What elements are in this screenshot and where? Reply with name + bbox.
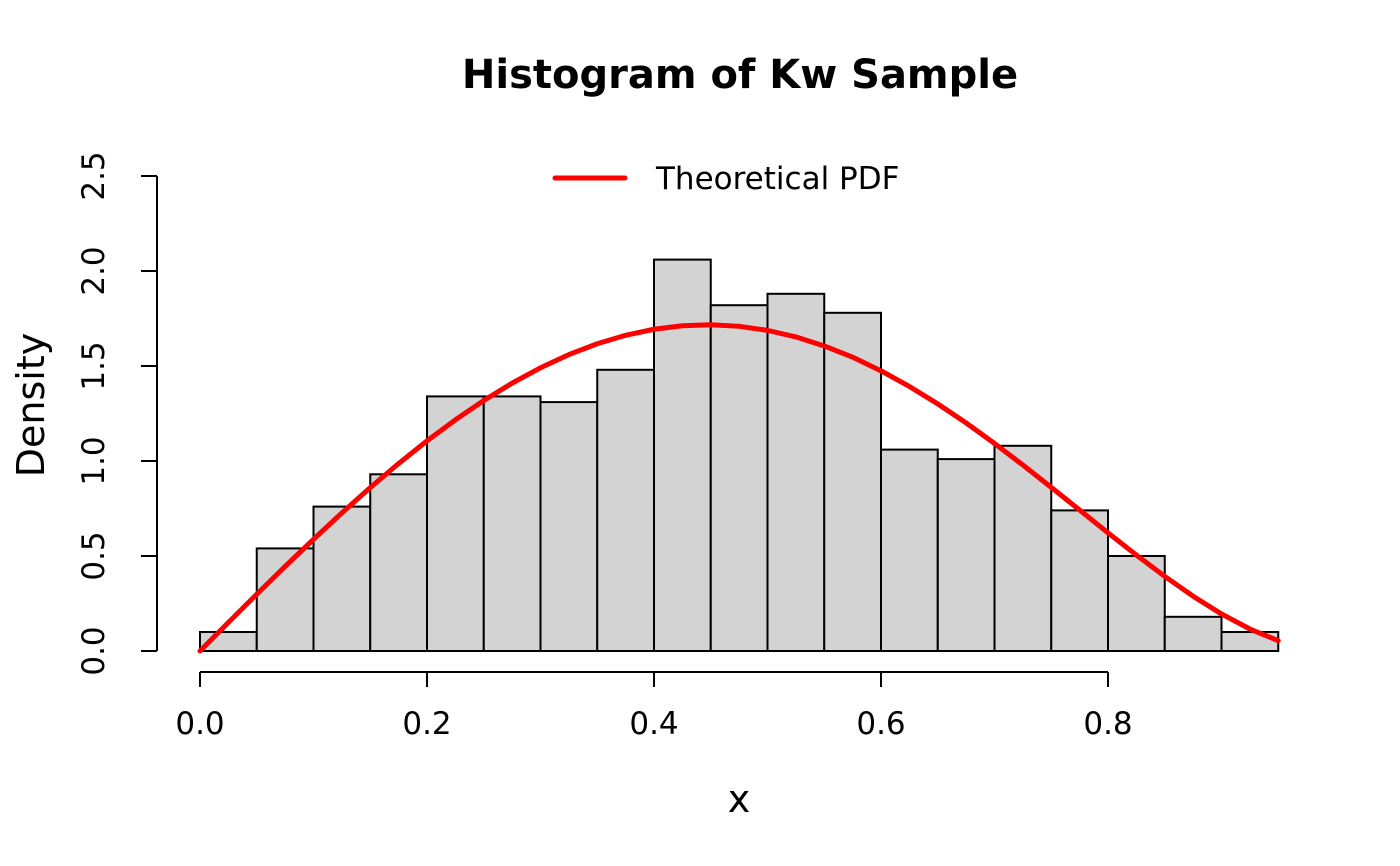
y-axis: 0.0 0.5 1.0 1.5 2.0 2.5 bbox=[76, 151, 158, 676]
histogram-bar bbox=[312, 505, 372, 652]
histogram-bar bbox=[709, 304, 769, 652]
histogram-bar bbox=[766, 292, 826, 652]
histogram-bar bbox=[993, 444, 1053, 652]
x-tick-label: 0.4 bbox=[629, 706, 678, 742]
y-tick-label: 1.5 bbox=[76, 341, 112, 390]
histogram-bar bbox=[1163, 615, 1223, 652]
y-tick-label: 0.0 bbox=[76, 626, 112, 675]
histogram-bar bbox=[653, 258, 712, 652]
theoretical-pdf-curve bbox=[197, 322, 1281, 654]
histogram-bar bbox=[426, 395, 485, 652]
x-tick-label: 0.8 bbox=[1083, 706, 1132, 742]
histogram-bar bbox=[369, 473, 428, 652]
x-axis: 0.0 0.2 0.4 0.6 0.8 bbox=[175, 671, 1133, 742]
y-tick-label: 1.0 bbox=[76, 436, 112, 485]
legend-label: Theoretical PDF bbox=[655, 161, 899, 197]
histogram-bar bbox=[880, 448, 939, 652]
histogram-bar bbox=[596, 368, 655, 652]
x-tick-label: 0.2 bbox=[402, 706, 451, 742]
y-tick-label: 2.0 bbox=[76, 246, 112, 295]
y-tick-label: 0.5 bbox=[76, 531, 112, 580]
legend: Theoretical PDF bbox=[552, 161, 899, 197]
histogram-bar bbox=[539, 401, 599, 652]
histogram-bar bbox=[482, 395, 542, 652]
histogram-bar bbox=[823, 311, 882, 652]
x-axis-title: x bbox=[728, 777, 751, 821]
x-tick-label: 0.0 bbox=[175, 706, 224, 742]
y-tick-label: 2.5 bbox=[76, 151, 112, 200]
histogram-bars bbox=[199, 258, 1280, 653]
x-tick-label: 0.6 bbox=[856, 706, 905, 742]
y-axis-title: Density bbox=[9, 333, 53, 477]
histogram-bar bbox=[936, 458, 996, 652]
chart-title: Histogram of Kw Sample bbox=[462, 52, 1018, 98]
histogram-bar bbox=[1050, 509, 1109, 652]
